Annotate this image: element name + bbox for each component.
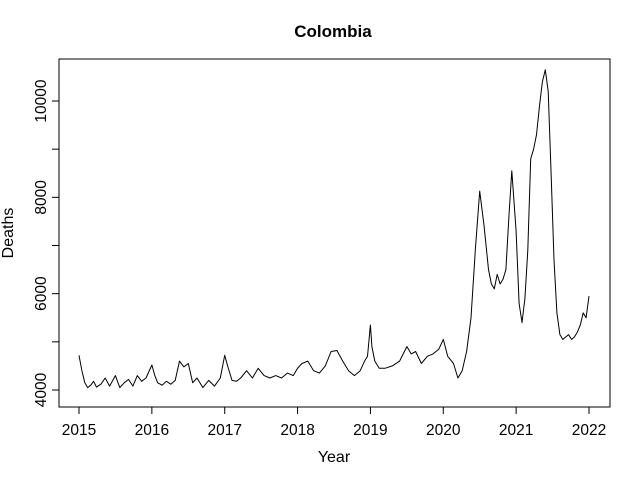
y-tick-label: 4000: [33, 372, 50, 407]
x-axis: 2015 2016 2017 2018 2019 2020 2021 2022: [62, 406, 606, 439]
chart-title: Colombia: [294, 22, 372, 41]
x-tick-label: 2022: [572, 422, 606, 439]
x-tick-label: 2018: [280, 422, 314, 439]
x-tick-label: 2019: [353, 422, 387, 439]
x-tick-label: 2015: [62, 422, 96, 439]
x-tick-label: 2020: [426, 422, 461, 439]
x-tick-label: 2016: [135, 422, 169, 439]
y-tick-label: 8000: [33, 180, 50, 215]
x-tick-label: 2017: [207, 422, 241, 439]
y-axis: 4000 6000 8000 10000: [33, 79, 60, 407]
x-axis-label: Year: [318, 449, 351, 466]
deaths-series-line: [78, 69, 590, 389]
y-tick-label: 6000: [33, 276, 50, 311]
y-tick-label: 10000: [33, 79, 50, 122]
plot-frame: [58, 58, 611, 408]
y-axis-label: Deaths: [0, 208, 17, 259]
x-tick-label: 2021: [499, 422, 533, 439]
